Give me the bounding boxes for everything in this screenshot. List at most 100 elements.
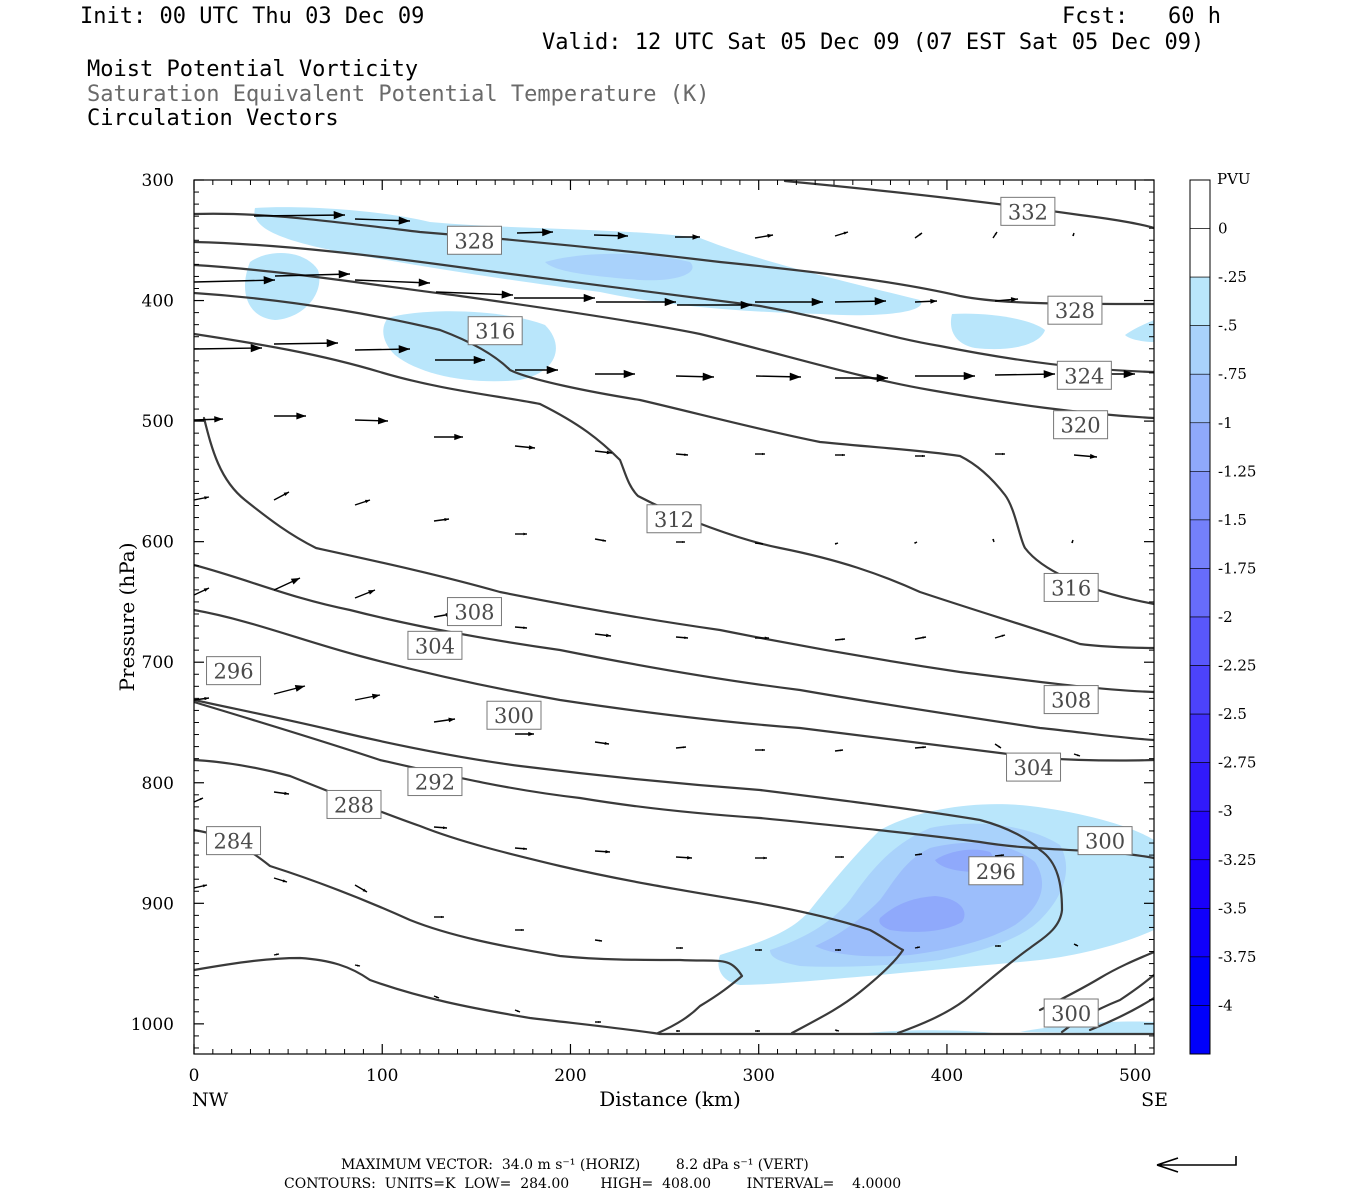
max-vector-note: MAXIMUM VECTOR: 34.0 m s⁻¹ (HORIZ) 8.2 d…	[341, 1157, 809, 1173]
contour-label-text: 328	[454, 229, 494, 253]
x-tick-label: 0	[189, 1066, 200, 1086]
circulation-vector	[434, 915, 444, 919]
colorbar-swatch	[1189, 1005, 1211, 1055]
contour-label: 292	[407, 767, 463, 797]
circulation-vector	[515, 731, 534, 737]
vector-head	[204, 496, 209, 500]
vector-head	[1001, 634, 1005, 637]
circulation-vector	[354, 499, 371, 506]
vector-head	[992, 539, 995, 542]
colorbar-swatch	[1189, 859, 1211, 909]
vector-head	[605, 633, 611, 638]
contour-label: 300	[486, 700, 542, 730]
vector-head	[922, 746, 926, 749]
reference-vector-arrow	[1156, 1156, 1237, 1173]
contour-label: 332	[1000, 196, 1056, 226]
contour-label-text: 292	[415, 771, 455, 795]
vector-head	[740, 300, 752, 310]
circulation-vector	[274, 412, 306, 420]
contour-label-box	[407, 767, 463, 797]
vector-head	[1001, 452, 1005, 456]
circulation-vector	[754, 233, 774, 239]
vector-head	[199, 798, 203, 801]
colorbar-swatch	[1189, 665, 1211, 715]
contour-label: 304	[1006, 752, 1062, 782]
circulation-vector	[834, 297, 887, 306]
vector-shaft	[354, 279, 431, 284]
contour-label: 296	[206, 656, 262, 686]
circulation-vector	[273, 339, 339, 348]
circulation-vector	[675, 453, 689, 457]
circulation-vector	[914, 232, 923, 239]
vector-head	[606, 450, 612, 455]
vector-head	[517, 1009, 520, 1012]
circulation-vectors	[194, 211, 1135, 1033]
vector-head	[757, 1029, 760, 1033]
theta-es-contour	[194, 698, 1064, 1035]
contour-label: 304	[407, 630, 463, 660]
contour-label-text: 316	[1051, 576, 1091, 600]
colorbar-swatch	[1189, 568, 1211, 618]
vector-head	[759, 948, 762, 952]
circulation-vector	[914, 541, 918, 545]
circulation-vector	[435, 355, 485, 365]
theta-es-contour	[194, 212, 1154, 306]
colorbar-tick-label: -.75	[1218, 365, 1247, 383]
contour-info-note: CONTOURS: UNITS=K LOW= 284.00 HIGH= 408.…	[284, 1176, 902, 1192]
circulation-vector	[354, 417, 389, 425]
x-tick-label: 100	[366, 1066, 398, 1086]
circulation-vector	[755, 636, 769, 640]
theta-es-contour	[194, 700, 1154, 860]
colorbar-tick-label: -1	[1218, 414, 1233, 432]
colorbar-swatch	[1189, 325, 1211, 375]
theta-es-contour	[783, 180, 1154, 230]
vector-head	[874, 297, 886, 306]
circulation-vector	[834, 749, 844, 752]
colorbar-swatch	[1189, 228, 1211, 278]
contour-label-text: 288	[334, 793, 374, 817]
contour-label-box	[1047, 295, 1103, 325]
contour-label: 316	[1043, 572, 1099, 602]
circulation-vector	[514, 626, 528, 630]
circulation-vector	[992, 538, 995, 543]
circulation-vector	[594, 939, 603, 942]
circulation-vector	[274, 270, 351, 279]
circulation-vector	[755, 856, 767, 860]
vector-head	[473, 355, 485, 365]
vector-head	[418, 278, 430, 287]
vector-shaft	[194, 279, 276, 283]
y-tick-label: 400	[142, 292, 174, 312]
vector-head	[760, 542, 763, 545]
contour-label: 328	[446, 225, 502, 255]
vector-head	[1077, 754, 1080, 757]
contour-label-text: 300	[494, 704, 534, 728]
theta-es-contour	[194, 263, 1154, 420]
circulation-vector	[273, 791, 290, 796]
colorbar-swatch	[1189, 422, 1211, 472]
circulation-vector	[354, 964, 361, 967]
circulation-vector	[515, 532, 527, 536]
colorbar-tick-label: -3.25	[1218, 851, 1256, 869]
pv-shade-region	[1125, 320, 1154, 342]
y-tick-label: 600	[142, 533, 174, 553]
theta-es-contour	[202, 416, 1154, 694]
circulation-vector	[755, 297, 823, 307]
circulation-vector	[194, 797, 204, 803]
vector-head	[1010, 297, 1018, 303]
vector-head	[214, 416, 223, 423]
vector-head	[521, 928, 524, 932]
circulation-vector	[434, 433, 463, 441]
theta-es-contour	[194, 291, 1154, 606]
theta-es-contour	[194, 608, 1154, 762]
contour-label: 328	[1047, 295, 1103, 325]
vector-shaft	[253, 214, 346, 217]
circulation-vector	[433, 826, 448, 830]
contour-label-box	[446, 225, 502, 255]
vector-head	[296, 412, 306, 420]
y-tick-label: 700	[142, 653, 174, 673]
circulation-vector	[514, 445, 536, 450]
colorbar-tick-label: 0	[1218, 220, 1228, 238]
theta-es-contour	[1088, 996, 1154, 1032]
circulation-vector	[433, 517, 450, 522]
x-tick-label: 200	[554, 1066, 586, 1086]
